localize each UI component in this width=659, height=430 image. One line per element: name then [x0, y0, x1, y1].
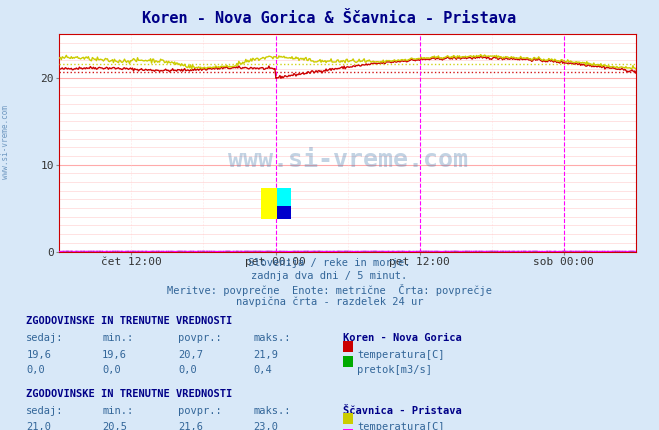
Text: ZGODOVINSKE IN TRENUTNE VREDNOSTI: ZGODOVINSKE IN TRENUTNE VREDNOSTI — [26, 316, 233, 326]
Text: 0,4: 0,4 — [254, 365, 272, 375]
Text: 0,0: 0,0 — [178, 365, 196, 375]
Text: 21,9: 21,9 — [254, 350, 279, 359]
Text: 20,7: 20,7 — [178, 350, 203, 359]
Text: sedaj:: sedaj: — [26, 333, 64, 343]
Text: min.:: min.: — [102, 406, 133, 416]
Text: Meritve: povprečne  Enote: metrične  Črta: povprečje: Meritve: povprečne Enote: metrične Črta:… — [167, 284, 492, 296]
Text: 23,0: 23,0 — [254, 422, 279, 430]
Text: navpična črta - razdelek 24 ur: navpična črta - razdelek 24 ur — [236, 297, 423, 307]
Text: pretok[m3/s]: pretok[m3/s] — [357, 365, 432, 375]
Text: ZGODOVINSKE IN TRENUTNE VREDNOSTI: ZGODOVINSKE IN TRENUTNE VREDNOSTI — [26, 389, 233, 399]
Text: min.:: min.: — [102, 333, 133, 343]
Text: temperatura[C]: temperatura[C] — [357, 350, 445, 359]
Text: 19,6: 19,6 — [26, 350, 51, 359]
Text: povpr.:: povpr.: — [178, 333, 221, 343]
Text: 21,0: 21,0 — [26, 422, 51, 430]
Bar — [277, 206, 291, 218]
Text: temperatura[C]: temperatura[C] — [357, 422, 445, 430]
Text: www.si-vreme.com: www.si-vreme.com — [227, 148, 468, 172]
Text: zadnja dva dni / 5 minut.: zadnja dva dni / 5 minut. — [251, 271, 408, 281]
Text: sedaj:: sedaj: — [26, 406, 64, 416]
Text: maks.:: maks.: — [254, 333, 291, 343]
Text: 0,0: 0,0 — [102, 365, 121, 375]
Text: Koren - Nova Gorica: Koren - Nova Gorica — [343, 333, 461, 343]
Text: 19,6: 19,6 — [102, 350, 127, 359]
Text: Slovenija / reke in morje.: Slovenija / reke in morje. — [248, 258, 411, 268]
Text: 20,5: 20,5 — [102, 422, 127, 430]
Text: 0,0: 0,0 — [26, 365, 45, 375]
Text: Ščavnica - Pristava: Ščavnica - Pristava — [343, 406, 461, 416]
Text: povpr.:: povpr.: — [178, 406, 221, 416]
Text: 21,6: 21,6 — [178, 422, 203, 430]
Bar — [261, 188, 277, 218]
Text: maks.:: maks.: — [254, 406, 291, 416]
Bar — [277, 188, 291, 206]
Text: Koren - Nova Gorica & Ščavnica - Pristava: Koren - Nova Gorica & Ščavnica - Pristav… — [142, 11, 517, 26]
Text: www.si-vreme.com: www.si-vreme.com — [1, 105, 10, 179]
